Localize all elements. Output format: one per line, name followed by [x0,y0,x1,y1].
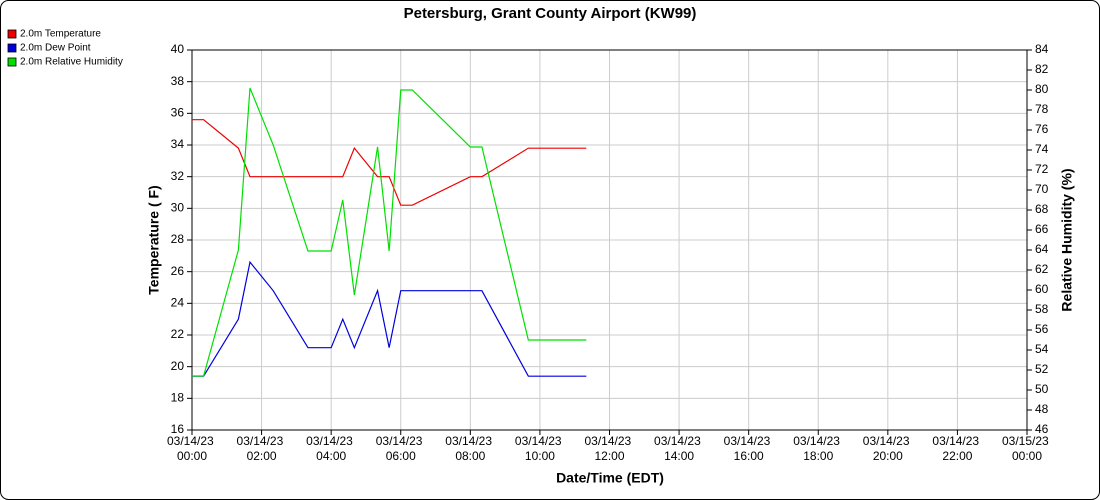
x-tick-label: 03/14/23 20:00 [863,434,913,463]
y2-tick-label: 60 [1035,282,1049,296]
x-tick-label: 03/14/23 16:00 [724,434,774,463]
x-tick-label: 03/14/23 18:00 [793,434,843,463]
y-tick-label: 16 [171,422,185,436]
x-tick-label: 03/14/23 06:00 [376,434,426,463]
y2-tick-label: 74 [1035,142,1049,156]
x-tick-label: 03/14/23 02:00 [237,434,287,463]
y2-tick-label: 70 [1035,182,1049,196]
x-tick-label: 03/14/23 08:00 [445,434,495,463]
series-line [192,260,587,377]
y2-tick-label: 46 [1035,422,1049,436]
x-tick-label: 03/14/23 00:00 [167,434,217,463]
y2-tick-label: 82 [1035,62,1049,76]
y2-tick-label: 76 [1035,122,1049,136]
x-axis-label: Date/Time (EDT) [556,470,664,486]
y-tick-label: 40 [171,42,185,56]
x-tick-label: 03/14/23 04:00 [306,434,356,463]
y2-tick-label: 66 [1035,222,1049,236]
y2-tick-label: 62 [1035,262,1049,276]
y-tick-label: 26 [171,264,185,278]
x-tick-label: 03/14/23 12:00 [584,434,634,463]
legend-swatch [7,29,17,39]
x-tick-label: 03/15/23 00:00 [1002,434,1052,463]
chart-title: Petersburg, Grant County Airport (KW99) [404,5,697,22]
y-tick-label: 18 [171,391,185,405]
legend-swatch [7,43,17,53]
x-tick-label: 03/14/23 22:00 [932,434,982,463]
legend-label: 2.0m Temperature [20,29,101,40]
y2-tick-label: 64 [1035,242,1049,256]
y2-tick-label: 68 [1035,202,1049,216]
y2-tick-label: 78 [1035,102,1049,116]
series-line [192,119,587,206]
y-tick-label: 38 [171,74,185,88]
y2-tick-label: 48 [1035,402,1049,416]
y-tick-label: 24 [171,296,185,310]
y-tick-label: 22 [171,327,185,341]
y2-tick-label: 72 [1035,162,1049,176]
y2-tick-label: 52 [1035,362,1049,376]
y-tick-label: 34 [171,137,185,151]
x-tick-label: 03/14/23 14:00 [654,434,704,463]
y2-tick-label: 80 [1035,82,1049,96]
y2-axis-label: Relative Humidity (%) [1059,168,1075,311]
y-axis-label: Temperature ( F) [146,185,162,294]
y2-tick-label: 84 [1035,42,1049,56]
x-tick-label: 03/14/23 10:00 [515,434,565,463]
y2-tick-label: 50 [1035,382,1049,396]
plot-frame [191,49,1028,431]
legend-label: 2.0m Relative Humidity [20,57,123,68]
legend-swatch [7,57,17,67]
y2-tick-label: 58 [1035,302,1049,316]
y-tick-label: 30 [171,201,185,215]
y2-tick-label: 56 [1035,322,1049,336]
y-tick-label: 36 [171,106,185,120]
y2-tick-label: 54 [1035,342,1049,356]
y-tick-label: 28 [171,232,185,246]
series-line [192,87,587,377]
legend-label: 2.0m Dew Point [20,43,91,54]
y-tick-label: 32 [171,169,185,183]
y-tick-label: 20 [171,359,185,373]
